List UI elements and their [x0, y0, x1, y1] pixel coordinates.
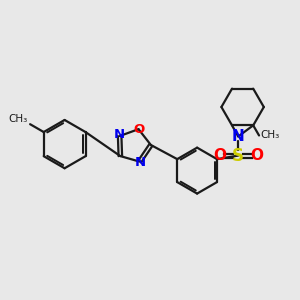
Text: CH₃: CH₃: [260, 130, 280, 140]
Text: S: S: [232, 147, 244, 165]
Text: N: N: [232, 129, 244, 144]
Text: O: O: [134, 123, 145, 136]
Text: N: N: [114, 128, 125, 141]
Text: O: O: [250, 148, 263, 163]
Text: CH₃: CH₃: [9, 114, 28, 124]
Text: N: N: [135, 156, 146, 169]
Text: O: O: [213, 148, 226, 163]
